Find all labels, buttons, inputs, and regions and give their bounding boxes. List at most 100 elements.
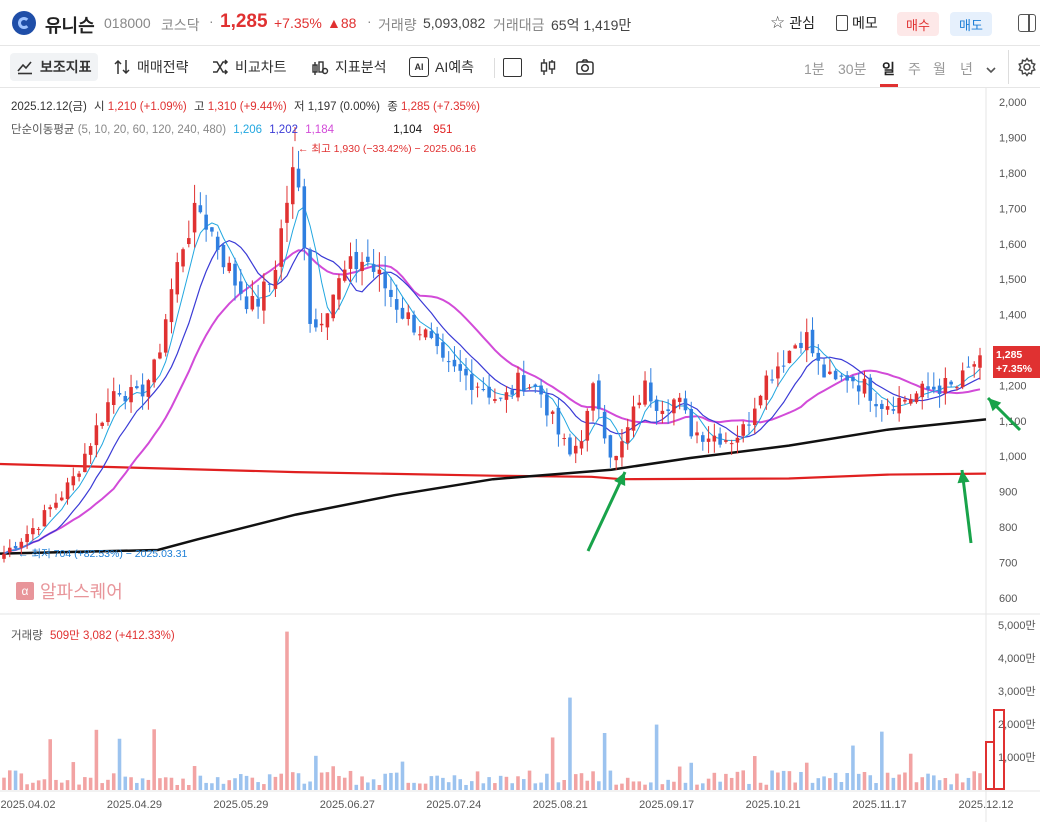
candle-body bbox=[308, 249, 312, 324]
candle-body bbox=[822, 364, 826, 378]
period-year[interactable]: 년 bbox=[960, 61, 973, 77]
candle-body bbox=[181, 249, 185, 267]
memo-button[interactable]: 메모 bbox=[836, 11, 878, 35]
period-1min[interactable]: 1분 bbox=[804, 61, 825, 77]
sell-button[interactable]: 매도 bbox=[950, 12, 992, 36]
candle-body bbox=[637, 402, 642, 406]
volume-bar bbox=[215, 777, 220, 790]
candle-body bbox=[250, 295, 255, 310]
period-day[interactable]: 일 bbox=[882, 61, 895, 77]
volume-bar bbox=[955, 773, 959, 790]
panel-toggle-icon[interactable] bbox=[1018, 14, 1036, 32]
time-tick-label: 2025.04.29 bbox=[107, 799, 162, 811]
candle-body bbox=[747, 424, 751, 426]
volume-bar bbox=[429, 776, 434, 790]
price-tag-pct: +7.35% bbox=[996, 363, 1032, 375]
price-tick-label: 1,700 bbox=[999, 203, 1027, 215]
volume-bar bbox=[129, 777, 133, 790]
ma480-value: 951 bbox=[433, 124, 453, 136]
volume-bar bbox=[175, 784, 180, 790]
volume-bar bbox=[862, 771, 867, 790]
volume-bar bbox=[135, 782, 139, 790]
volume-bar bbox=[319, 772, 324, 790]
candle-body bbox=[123, 395, 128, 402]
candle-body bbox=[712, 435, 717, 442]
volume-value: 5,093,082 bbox=[423, 15, 486, 31]
volume-bar bbox=[65, 780, 70, 790]
ai-predict-button[interactable]: AI AI예측 bbox=[409, 57, 474, 77]
ma10-path bbox=[3, 239, 981, 555]
watch-label: 관심 bbox=[789, 15, 816, 31]
volume-bar bbox=[31, 782, 35, 790]
candle-body bbox=[839, 375, 844, 377]
ai-chip-icon: AI bbox=[409, 57, 429, 77]
candle-body bbox=[903, 399, 907, 402]
gear-icon[interactable] bbox=[1017, 57, 1037, 77]
price-tick-label: 1,400 bbox=[999, 310, 1027, 322]
candles-group bbox=[2, 146, 982, 563]
volume-bar bbox=[152, 729, 156, 790]
strategy-button[interactable]: 매매전략 bbox=[113, 57, 189, 77]
candle-body bbox=[493, 399, 497, 401]
candle-type-icon[interactable] bbox=[538, 57, 558, 77]
indicator-label: 보조지표 bbox=[40, 59, 92, 75]
volume-bar bbox=[597, 781, 601, 790]
candle-body bbox=[862, 378, 867, 394]
compare-label: 비교차트 bbox=[235, 59, 287, 75]
volume-bar bbox=[666, 779, 670, 790]
candle-body bbox=[169, 289, 174, 323]
candle-body bbox=[943, 378, 948, 394]
candle-body bbox=[949, 381, 953, 385]
volume-bar bbox=[285, 631, 289, 790]
period-30min[interactable]: 30분 bbox=[838, 61, 867, 77]
volume-bar bbox=[654, 724, 659, 790]
volume-bar bbox=[36, 780, 41, 790]
volume-bar bbox=[897, 774, 901, 790]
period-month[interactable]: 월 bbox=[933, 61, 946, 77]
volume-bar bbox=[585, 780, 590, 790]
candle-body bbox=[521, 375, 526, 391]
volume-bar bbox=[54, 779, 58, 790]
volume-bar bbox=[701, 783, 705, 790]
volume-bar bbox=[250, 777, 255, 790]
analysis-button[interactable]: 지표분석 bbox=[311, 57, 387, 77]
candle-body bbox=[764, 375, 769, 400]
candle-body bbox=[25, 534, 29, 543]
alphasquare-logo-icon: α bbox=[16, 582, 34, 600]
volume-bar bbox=[781, 770, 786, 790]
candle-body bbox=[227, 262, 232, 272]
volume-bar bbox=[400, 761, 405, 790]
chart-toolbar: 보조지표 매매전략 비교차트 지표분석 AI AI예측 1분 30분 일 주 월… bbox=[0, 46, 1040, 88]
indicator-button[interactable]: 보조지표 bbox=[10, 53, 98, 81]
candle-body bbox=[129, 387, 133, 403]
memo-label: 메모 bbox=[852, 15, 878, 31]
high-label: 고 bbox=[193, 101, 205, 113]
candle-body bbox=[42, 510, 47, 527]
volume-bar bbox=[394, 772, 399, 790]
volume-bar bbox=[816, 778, 821, 790]
candle-body bbox=[960, 370, 965, 388]
camera-icon[interactable] bbox=[575, 57, 595, 77]
volume-bar bbox=[504, 776, 509, 790]
candle-body bbox=[579, 441, 584, 449]
candle-body bbox=[955, 387, 959, 389]
compare-button[interactable]: 비교차트 bbox=[211, 57, 287, 77]
chevron-down-icon[interactable] bbox=[985, 64, 997, 76]
volume-bar bbox=[660, 784, 665, 790]
low-value: 1,197 (0.00%) bbox=[307, 101, 380, 113]
volume-bar bbox=[833, 772, 838, 790]
square-tool-icon[interactable] bbox=[503, 58, 522, 77]
watch-button[interactable]: ☆ 관심 bbox=[770, 11, 815, 35]
candle-body bbox=[470, 374, 474, 390]
current-price: 1,285 bbox=[220, 11, 268, 32]
volume-bar bbox=[718, 781, 722, 790]
volume-bar bbox=[943, 777, 948, 790]
period-week[interactable]: 주 bbox=[908, 61, 921, 77]
ma480-line bbox=[0, 462, 987, 481]
price-chart[interactable]: 2,0001,9001,8001,7001,6001,5001,4001,300… bbox=[0, 88, 1040, 822]
buy-button[interactable]: 매수 bbox=[897, 12, 939, 36]
volume-bar bbox=[937, 780, 942, 790]
green-arrowhead-icon bbox=[957, 470, 970, 484]
volume-bar bbox=[204, 782, 208, 790]
candle-body bbox=[724, 440, 728, 442]
